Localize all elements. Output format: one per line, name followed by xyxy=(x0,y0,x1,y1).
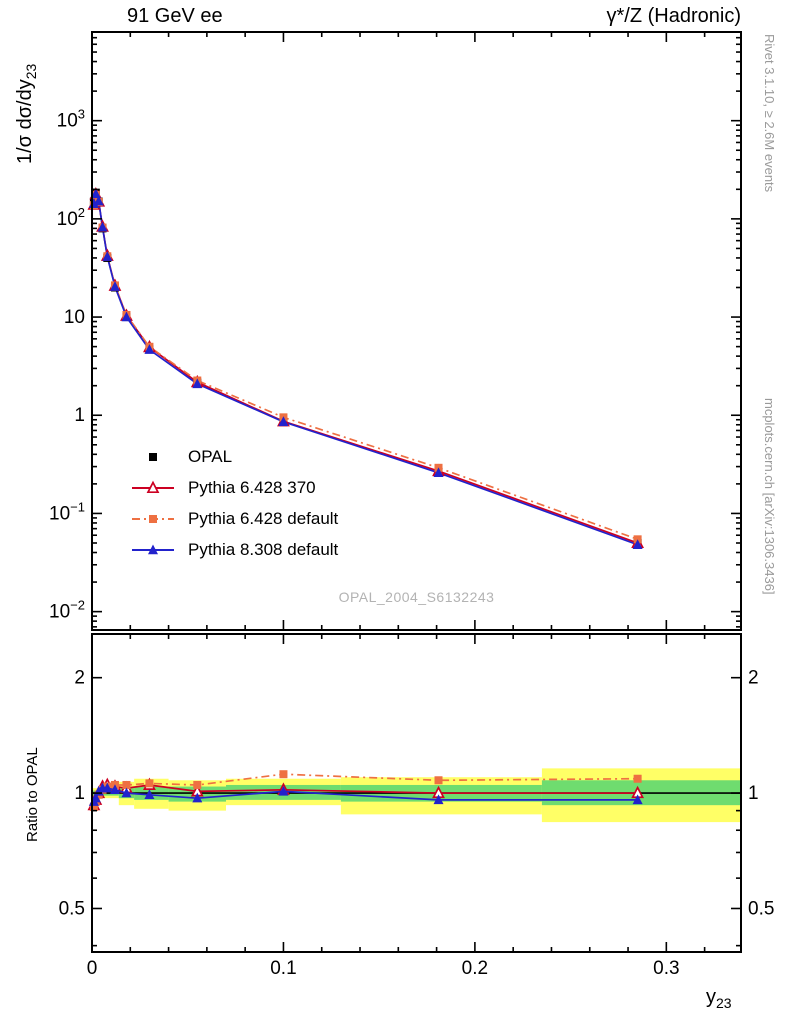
svg-text:1: 1 xyxy=(74,783,85,804)
legend-label-opal: OPAL xyxy=(188,446,233,466)
svg-text:0.1: 0.1 xyxy=(270,958,296,979)
pythia6-370-marker-icon xyxy=(132,480,174,493)
mcplots-credit: mcplots.cern.ch [arXiv:1306.3436] xyxy=(762,398,777,595)
legend-item-pythia6-370: Pythia 6.428 370 xyxy=(130,472,338,503)
analysis-id-watermark: OPAL_2004_S6132243 xyxy=(338,589,495,605)
svg-text:2: 2 xyxy=(748,668,759,689)
legend-label-pythia8-default: Pythia 8.308 default xyxy=(188,539,339,559)
y-axis-title-base: 1/σ dσ/dy xyxy=(14,79,36,164)
svg-text:103: 103 xyxy=(57,107,85,132)
svg-text:10−1: 10−1 xyxy=(49,499,85,524)
opal-marker-icon xyxy=(149,452,157,461)
pythia8-default-marker-icon xyxy=(132,544,174,554)
svg-text:10: 10 xyxy=(64,307,85,328)
y-axis-title-sub: 23 xyxy=(23,63,39,80)
y-axis-title: 1/σ dσ/dy23 xyxy=(14,64,39,164)
svg-text:2: 2 xyxy=(74,668,85,689)
process-label: γ*/Z (Hadronic) xyxy=(606,5,741,27)
pythia6-default-marker-icon xyxy=(132,514,174,523)
svg-text:0.5: 0.5 xyxy=(748,898,774,919)
svg-text:1: 1 xyxy=(748,783,759,804)
rivet-version-note: Rivet 3.1.10, ≥ 2.6M events xyxy=(762,34,777,193)
legend-item-pythia6-default: Pythia 6.428 default xyxy=(130,503,338,534)
legend-item-pythia8-default: Pythia 8.308 default xyxy=(130,534,338,565)
ratio-axis-title: Ratio to OPAL xyxy=(24,747,41,842)
beam-energy-label: 91 GeV ee xyxy=(127,5,223,27)
svg-text:0.3: 0.3 xyxy=(653,958,679,979)
svg-text:0.5: 0.5 xyxy=(59,898,85,919)
svg-text:102: 102 xyxy=(57,205,85,230)
svg-text:0.2: 0.2 xyxy=(462,958,488,979)
x-axis-title: y23 xyxy=(706,986,732,1011)
svg-text:0: 0 xyxy=(87,958,98,979)
legend-label-pythia6-default: Pythia 6.428 default xyxy=(188,508,339,528)
legend-label-pythia6-370: Pythia 6.428 370 xyxy=(188,477,316,497)
legend-item-opal: OPAL xyxy=(130,441,338,472)
x-axis-title-sub: 23 xyxy=(716,995,732,1011)
x-axis-title-base: y xyxy=(706,986,716,1008)
svg-text:1: 1 xyxy=(74,405,85,426)
svg-text:10−2: 10−2 xyxy=(49,598,85,623)
legend: OPAL Pythia 6.428 370 Pythia 6.428 defau… xyxy=(130,441,338,565)
